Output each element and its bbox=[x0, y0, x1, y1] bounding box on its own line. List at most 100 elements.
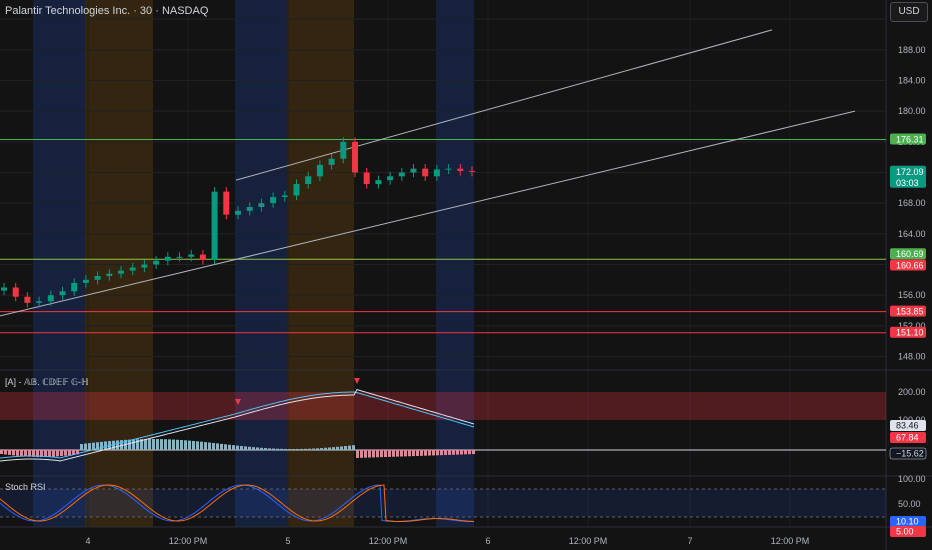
price-badge: 153.85 bbox=[890, 305, 926, 317]
histogram-bar bbox=[300, 448, 303, 450]
candle-body bbox=[316, 164, 323, 177]
histogram-bar bbox=[308, 448, 311, 450]
histogram-bar bbox=[356, 450, 359, 458]
histogram-bar bbox=[128, 439, 131, 450]
histogram-bar bbox=[100, 441, 103, 450]
indicator1-badge-label: 67.84 bbox=[896, 433, 919, 443]
candle-body bbox=[129, 267, 136, 271]
histogram-bar bbox=[280, 448, 283, 450]
candle-body bbox=[199, 254, 206, 260]
histogram-bar bbox=[232, 445, 235, 450]
candle-body bbox=[305, 176, 312, 184]
histogram-bar bbox=[60, 450, 63, 457]
histogram-bar bbox=[36, 450, 39, 457]
stoch-rsi-label[interactable]: Stoch RSI bbox=[5, 482, 46, 492]
histogram-bar bbox=[440, 450, 443, 456]
histogram-bar bbox=[296, 448, 299, 450]
histogram-bar bbox=[376, 450, 379, 458]
histogram-bar bbox=[172, 439, 175, 450]
stoch-tick-label: 100.00 bbox=[898, 474, 926, 484]
histogram-bar bbox=[424, 450, 427, 456]
signal-line bbox=[0, 389, 475, 462]
candle-body bbox=[457, 168, 464, 171]
histogram-bar bbox=[92, 442, 95, 450]
histogram-bar bbox=[456, 450, 459, 455]
candle-body bbox=[71, 282, 78, 292]
price-tick-label: 168.00 bbox=[898, 198, 926, 208]
histogram-bar bbox=[76, 450, 79, 455]
histogram-bar bbox=[164, 439, 167, 450]
histogram-bar bbox=[216, 443, 219, 450]
candle-body bbox=[235, 210, 241, 215]
histogram-bar bbox=[152, 439, 155, 450]
histogram-bar bbox=[144, 439, 147, 450]
histogram-bar bbox=[136, 439, 139, 450]
histogram-bar bbox=[8, 450, 11, 455]
candle-body bbox=[293, 184, 300, 196]
indicator1-label[interactable]: [A] - 𝔸𝔹. ℂ𝔻𝔼𝔽 𝔾-ℍ bbox=[5, 377, 89, 387]
histogram-bar bbox=[104, 441, 107, 450]
histogram-bar bbox=[140, 439, 143, 450]
indicator1-badge-label: 83.46 bbox=[896, 421, 919, 431]
histogram-bar bbox=[260, 447, 263, 450]
histogram-bar bbox=[256, 447, 259, 450]
price-badge: 160.66 bbox=[890, 259, 926, 271]
histogram-bar bbox=[64, 450, 67, 456]
histogram-bar bbox=[208, 442, 211, 450]
price-badge-bg bbox=[890, 326, 926, 338]
symbol-title: Palantir Technologies Inc. · 30 · NASDAQ bbox=[5, 5, 209, 17]
candle-body bbox=[340, 141, 347, 159]
histogram-bar bbox=[312, 448, 315, 450]
histogram-bar bbox=[24, 450, 27, 457]
session-band bbox=[436, 0, 474, 527]
stoch-badge-bg bbox=[890, 526, 926, 537]
histogram-bar bbox=[236, 445, 239, 450]
histogram-bar bbox=[448, 450, 451, 455]
price-badge-label: 172.09 bbox=[896, 167, 924, 177]
candle-body bbox=[363, 172, 370, 184]
candle-body bbox=[82, 279, 89, 283]
histogram-bar bbox=[148, 439, 151, 450]
candle-body bbox=[36, 301, 43, 303]
candle-body bbox=[1, 287, 7, 291]
price-tick-label: 188.00 bbox=[898, 45, 926, 55]
price-tick-label: 164.00 bbox=[898, 229, 926, 239]
histogram-bar bbox=[276, 448, 279, 450]
price-tick-label: 184.00 bbox=[898, 76, 926, 86]
histogram-bar bbox=[240, 446, 243, 450]
candle-body bbox=[223, 191, 230, 215]
price-badge-label: 153.85 bbox=[896, 307, 924, 317]
histogram-bar bbox=[160, 439, 163, 450]
histogram-bar bbox=[288, 448, 291, 450]
candle-body bbox=[141, 264, 148, 268]
histogram-bar bbox=[372, 450, 375, 458]
candle-body bbox=[258, 203, 265, 207]
histogram-bar bbox=[264, 448, 267, 450]
histogram-bar bbox=[328, 447, 331, 450]
candle-body bbox=[375, 180, 382, 184]
price-tick-label: 148.00 bbox=[898, 352, 926, 362]
histogram-bar bbox=[460, 450, 463, 455]
histogram-bar bbox=[436, 450, 439, 456]
session-band bbox=[33, 0, 85, 527]
price-tick-label: 180.00 bbox=[898, 106, 926, 116]
histogram-bar bbox=[88, 443, 91, 450]
candle-body bbox=[118, 270, 124, 274]
histogram-bar bbox=[332, 447, 335, 450]
candle-body bbox=[270, 197, 277, 204]
candle-body bbox=[469, 170, 475, 172]
histogram-bar bbox=[96, 442, 99, 450]
currency-button[interactable]: USD bbox=[890, 2, 928, 22]
candle-body bbox=[410, 168, 417, 173]
price-badge-bg bbox=[890, 259, 926, 271]
price-badge-label: 160.69 bbox=[896, 249, 924, 259]
candle-body bbox=[188, 254, 195, 257]
candle-body bbox=[246, 207, 253, 211]
histogram-bar bbox=[224, 444, 227, 450]
histogram-bar bbox=[32, 450, 35, 457]
histogram-bar bbox=[44, 450, 47, 457]
histogram-bar bbox=[176, 439, 179, 450]
histogram-bar bbox=[444, 450, 447, 456]
